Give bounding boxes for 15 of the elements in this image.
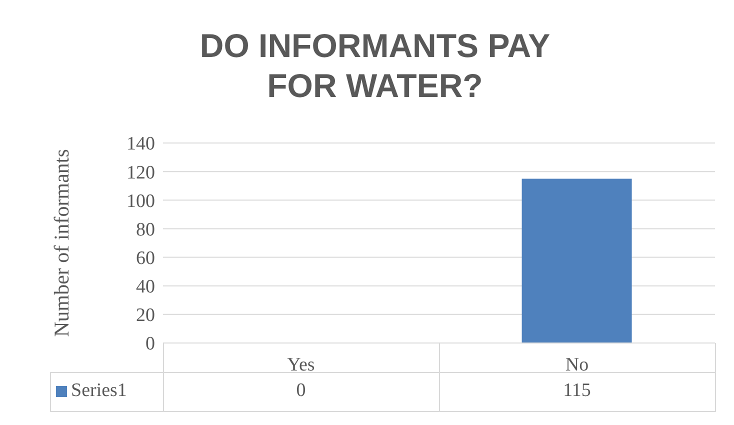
y-tick-label: 140 — [126, 134, 155, 155]
x-tick-label: No — [565, 354, 589, 376]
y-tick-label: 0 — [146, 334, 155, 355]
y-tick-label: 100 — [126, 190, 155, 212]
y-tick-label: 120 — [126, 162, 155, 184]
data-label: 0 — [295, 380, 307, 402]
data-label: 115 — [562, 380, 592, 402]
y-tick-label: 80 — [136, 219, 155, 240]
x-tick-label: Yes — [287, 354, 315, 376]
y-tick-label: 40 — [136, 276, 155, 298]
legend-label: Series1 — [71, 380, 127, 402]
y-axis-title: Number of informants — [50, 149, 74, 337]
y-tick-label: 60 — [136, 248, 155, 270]
chart-title: DO INFORMANTS PAY FOR WATER? — [198, 26, 552, 106]
y-tick-label: 20 — [136, 305, 155, 326]
